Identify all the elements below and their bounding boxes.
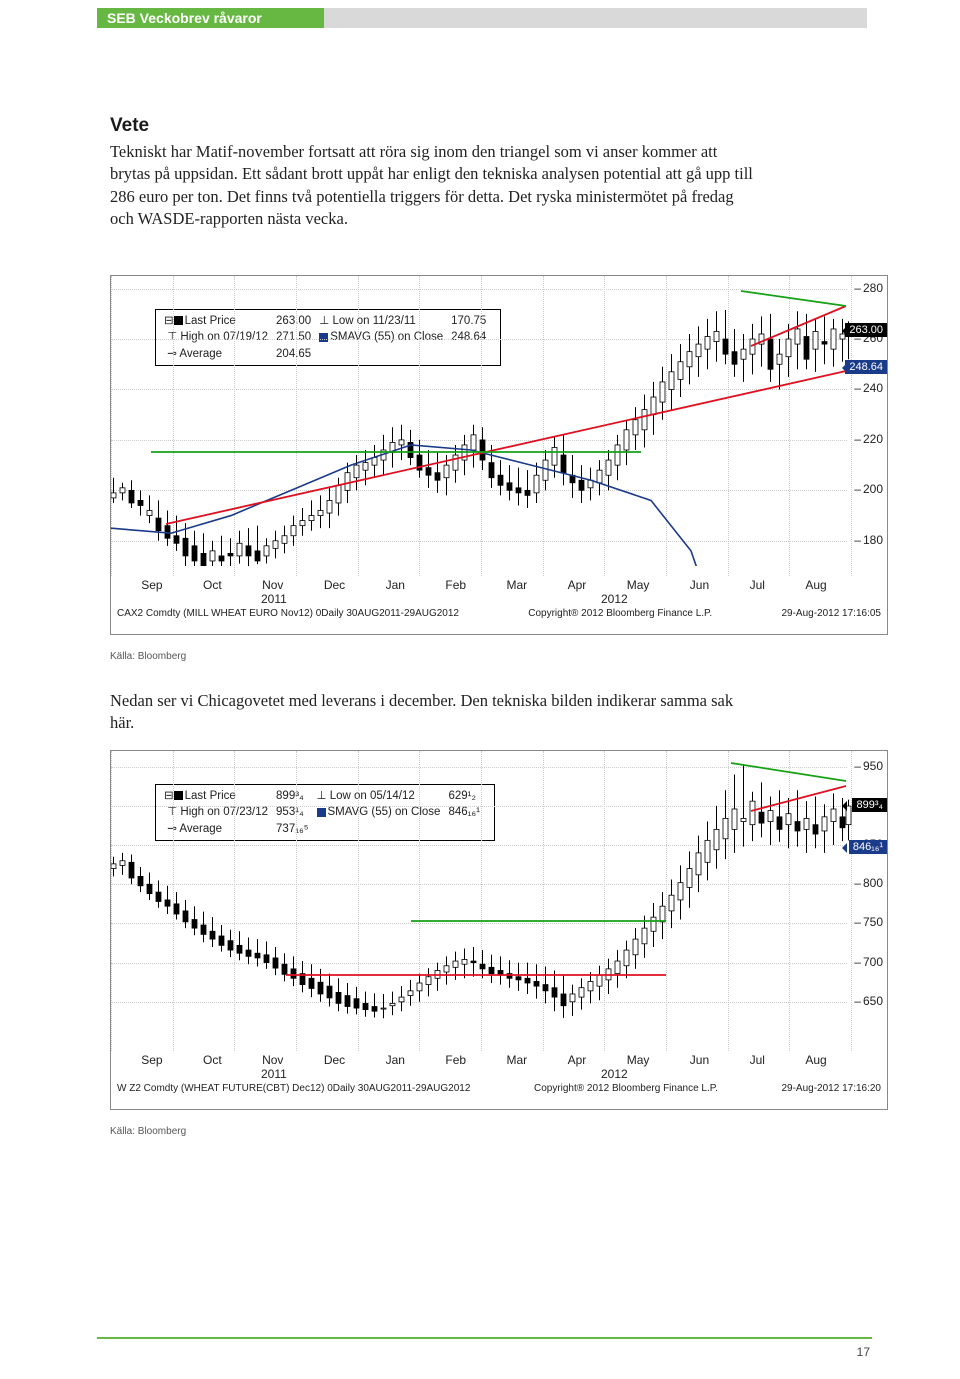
year-2012: 2012 xyxy=(601,592,628,606)
y-tick: –180 xyxy=(854,533,883,547)
x-month: Aug xyxy=(805,578,826,592)
chart1: ⊟Last Price 263.00 ⊥ Low on 11/23/11 170… xyxy=(110,275,888,635)
x-month: May xyxy=(627,578,650,592)
legend-smavg-val: 248.64 xyxy=(451,330,492,344)
header-title: SEB Veckobrev råvaror xyxy=(97,8,324,28)
chart2-wrap: ⊟Last Price 899³₄ ⊥ Low on 05/14/12 629¹… xyxy=(110,750,870,1137)
chart1-x-axis: Sep Oct Nov Dec Jan Feb Mar Apr May Jun Jul Aug xyxy=(111,576,887,592)
chart1-footer-left: CAX2 Comdty (MILL WHEAT EURO Nov12) 0Dai… xyxy=(117,608,459,619)
x-month: Dec xyxy=(324,1053,345,1067)
legend-avg: Average xyxy=(179,348,222,360)
x-month: Jul xyxy=(750,1053,765,1067)
x-month: Jun xyxy=(690,578,709,592)
x-month: Oct xyxy=(203,578,222,592)
x-month: May xyxy=(627,1053,650,1067)
page-number: 17 xyxy=(857,1345,870,1359)
x-month: Feb xyxy=(445,1053,466,1067)
chart2-footer-mid: Copyright® 2012 Bloomberg Finance L.P. xyxy=(534,1083,718,1094)
page-header: SEB Veckobrev råvaror xyxy=(97,8,867,28)
legend-low: Low on 11/23/11 xyxy=(332,315,415,327)
x-month: Mar xyxy=(507,578,528,592)
x-month: Sep xyxy=(141,1053,162,1067)
legend-avg: Average xyxy=(179,823,222,835)
chart2-source: Källa: Bloomberg xyxy=(110,1126,870,1137)
x-month: Jul xyxy=(750,578,765,592)
chart2-footer: W Z2 Comdty (WHEAT FUTURE(CBT) Dec12) 0D… xyxy=(111,1081,887,1096)
legend-high: High on 07/23/12 xyxy=(180,806,268,818)
section-body: Tekniskt har Matif-november fortsatt att… xyxy=(110,141,760,230)
x-month: Dec xyxy=(324,578,345,592)
header-spacer xyxy=(324,8,867,28)
y-tick: –650 xyxy=(854,994,883,1008)
year-2011: 2011 xyxy=(261,592,287,606)
section2-body: Nedan ser vi Chicagovetet med leverans i… xyxy=(110,690,760,735)
chart2-x-years: 2011 2012 xyxy=(111,1067,887,1081)
section-title: Vete xyxy=(110,115,870,137)
chart2: ⊟Last Price 899³₄ ⊥ Low on 05/14/12 629¹… xyxy=(110,750,888,1110)
chart1-footer-right: 29-Aug-2012 17:16:05 xyxy=(781,608,881,619)
x-month: Apr xyxy=(568,1053,587,1067)
legend-last-price: Last Price xyxy=(185,315,236,327)
chart1-source: Källa: Bloomberg xyxy=(110,651,870,662)
legend-last-price: Last Price xyxy=(185,790,236,802)
footer-divider xyxy=(97,1337,872,1339)
x-month: Jun xyxy=(690,1053,709,1067)
x-month: Nov xyxy=(262,1053,283,1067)
legend-high: High on 07/19/12 xyxy=(180,331,268,343)
y-tick: –950 xyxy=(854,759,883,773)
x-month: Jan xyxy=(386,578,405,592)
legend-low: Low on 05/14/12 xyxy=(330,790,415,802)
year-2012: 2012 xyxy=(601,1067,628,1081)
chart2-footer-left: W Z2 Comdty (WHEAT FUTURE(CBT) Dec12) 0D… xyxy=(117,1083,470,1094)
x-month: Jan xyxy=(386,1053,405,1067)
price-flag: 263.00 xyxy=(845,323,887,337)
chart1-wrap: ⊟Last Price 263.00 ⊥ Low on 11/23/11 170… xyxy=(110,275,870,662)
x-month: Oct xyxy=(203,1053,222,1067)
chart1-footer: CAX2 Comdty (MILL WHEAT EURO Nov12) 0Dai… xyxy=(111,606,887,621)
x-month: Feb xyxy=(445,578,466,592)
x-month: Apr xyxy=(568,578,587,592)
x-month: Mar xyxy=(507,1053,528,1067)
price-flag: 846₁₆¹ xyxy=(849,840,887,854)
chart1-footer-mid: Copyright® 2012 Bloomberg Finance L.P. xyxy=(528,608,712,619)
section-chicago: Nedan ser vi Chicagovetet med leverans i… xyxy=(110,690,870,735)
price-flag: 248.64 xyxy=(845,360,887,374)
y-tick: –800 xyxy=(854,876,883,890)
chart2-legend: ⊟Last Price 899³₄ ⊥ Low on 05/14/12 629¹… xyxy=(155,784,495,841)
y-tick: –700 xyxy=(854,955,883,969)
y-tick: –240 xyxy=(854,381,883,395)
chart1-legend: ⊟Last Price 263.00 ⊥ Low on 11/23/11 170… xyxy=(155,309,501,366)
legend-low-val: 170.75 xyxy=(451,314,492,328)
chart2-x-axis: Sep Oct Nov Dec Jan Feb Mar Apr May Jun Jul Aug xyxy=(111,1051,887,1067)
x-month: Nov xyxy=(262,578,283,592)
chart2-plot: ⊟Last Price 899³₄ ⊥ Low on 05/14/12 629¹… xyxy=(111,751,887,1051)
chart1-x-years: 2011 2012 xyxy=(111,592,887,606)
chart1-plot: ⊟Last Price 263.00 ⊥ Low on 11/23/11 170… xyxy=(111,276,887,576)
y-tick: –280 xyxy=(854,281,883,295)
x-month: Aug xyxy=(805,1053,826,1067)
y-tick: –200 xyxy=(854,482,883,496)
x-month: Sep xyxy=(141,578,162,592)
price-flag: 899³₄ xyxy=(852,798,887,812)
legend-smavg: SMAVG (55) on Close xyxy=(330,331,443,343)
section-vete: Vete Tekniskt har Matif-november fortsat… xyxy=(110,115,870,230)
legend-smavg: SMAVG (55) on Close xyxy=(328,806,441,818)
year-2011: 2011 xyxy=(261,1067,287,1081)
chart2-footer-right: 29-Aug-2012 17:16:20 xyxy=(781,1083,881,1094)
y-tick: –220 xyxy=(854,432,883,446)
y-tick: –750 xyxy=(854,915,883,929)
